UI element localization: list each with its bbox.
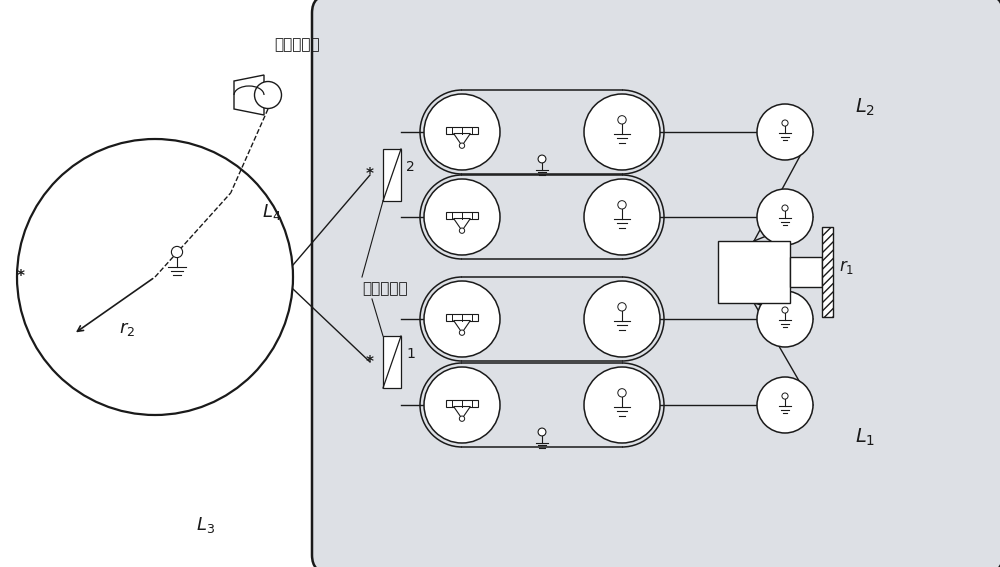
Bar: [790, 257, 822, 287]
Circle shape: [782, 205, 788, 211]
Text: $L_2$: $L_2$: [855, 96, 875, 117]
Circle shape: [757, 189, 813, 245]
Circle shape: [538, 155, 546, 163]
Text: $r_2$: $r_2$: [119, 320, 135, 338]
Text: 2: 2: [406, 160, 415, 174]
Circle shape: [459, 143, 465, 149]
Text: $L_3$: $L_3$: [196, 515, 214, 535]
Circle shape: [459, 330, 465, 335]
Circle shape: [757, 104, 813, 160]
Circle shape: [618, 303, 626, 311]
Polygon shape: [454, 133, 470, 146]
Circle shape: [424, 367, 500, 443]
Text: 关节编码器: 关节编码器: [274, 37, 320, 53]
Circle shape: [618, 116, 626, 124]
Text: *: *: [366, 167, 374, 183]
Text: $L_4$: $L_4$: [262, 202, 282, 222]
Circle shape: [424, 179, 500, 255]
Text: 张力传感器: 张力传感器: [362, 281, 408, 297]
Bar: [446, 126, 478, 133]
Text: *: *: [17, 269, 25, 285]
Circle shape: [618, 201, 626, 209]
Polygon shape: [234, 75, 264, 115]
Circle shape: [424, 94, 500, 170]
Text: 1: 1: [406, 347, 415, 361]
Circle shape: [538, 428, 546, 436]
Circle shape: [782, 307, 788, 313]
Polygon shape: [454, 320, 470, 333]
Circle shape: [584, 281, 660, 357]
Circle shape: [459, 228, 465, 234]
Bar: [446, 400, 478, 407]
Bar: [446, 314, 478, 320]
Circle shape: [584, 179, 660, 255]
Circle shape: [584, 367, 660, 443]
Circle shape: [254, 82, 282, 108]
Bar: [822, 227, 833, 317]
Text: $L_1$: $L_1$: [855, 426, 875, 448]
Circle shape: [618, 388, 626, 397]
Circle shape: [584, 94, 660, 170]
FancyBboxPatch shape: [312, 0, 1000, 567]
Circle shape: [757, 291, 813, 347]
Circle shape: [171, 247, 183, 257]
Circle shape: [757, 377, 813, 433]
Circle shape: [459, 416, 465, 421]
Bar: [446, 211, 478, 218]
Bar: [383, 336, 401, 388]
Bar: [718, 241, 790, 303]
Polygon shape: [454, 218, 470, 231]
Circle shape: [782, 120, 788, 126]
Circle shape: [17, 139, 293, 415]
Text: *: *: [366, 354, 374, 370]
Circle shape: [782, 393, 788, 399]
Circle shape: [424, 281, 500, 357]
Polygon shape: [454, 407, 470, 418]
Text: $r_1$: $r_1$: [839, 258, 854, 276]
Bar: [383, 149, 401, 201]
